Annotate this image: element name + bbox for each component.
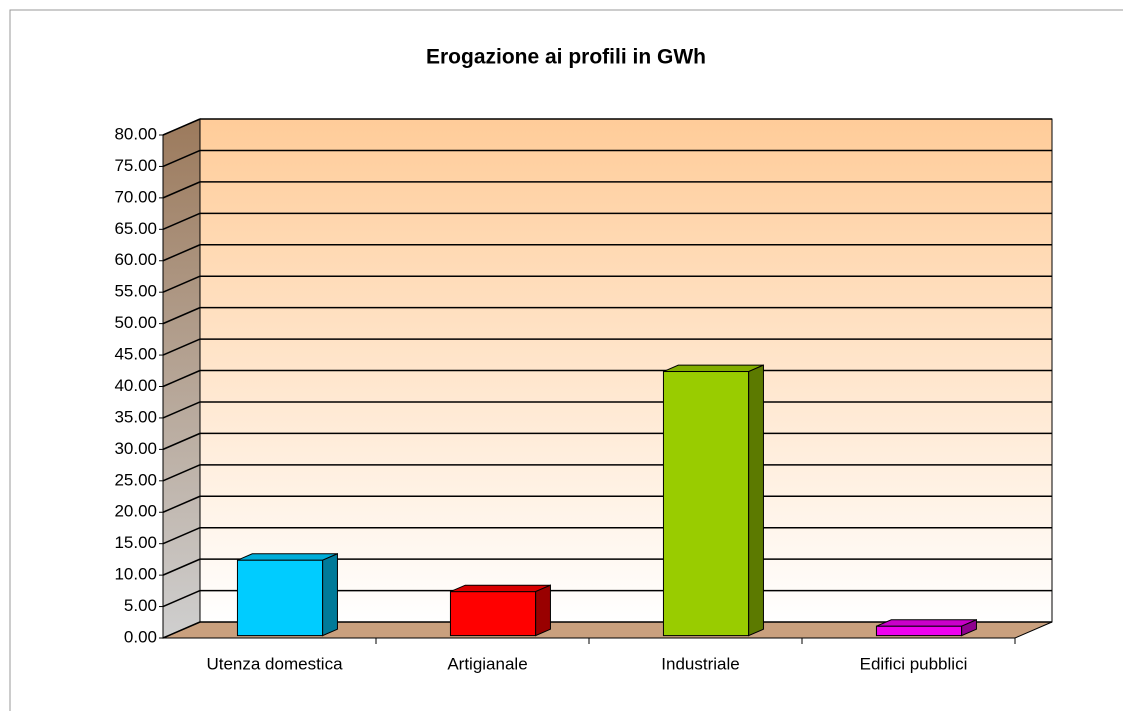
- y-tick-label: 50.00: [114, 313, 157, 332]
- side-grid-line: [162, 181, 201, 199]
- side-grid-line: [162, 118, 201, 136]
- y-tick-label: 80.00: [114, 124, 157, 143]
- side-grid-line: [162, 495, 201, 513]
- frame: [9, 9, 1123, 711]
- side-grid-line: [162, 306, 201, 325]
- y-tick-label: 55.00: [114, 282, 157, 301]
- y-tick-label: 70.00: [114, 187, 157, 206]
- side-grid-line: [162, 244, 201, 262]
- y-tick-label: 20.00: [114, 502, 157, 521]
- x-tick-label: Utenza domestica: [206, 654, 343, 673]
- bar-side: [535, 584, 551, 637]
- y-tick-label: 30.00: [114, 439, 157, 458]
- bar-front: [236, 559, 324, 637]
- bar-front: [449, 591, 537, 637]
- y-tick-label: 0.00: [124, 627, 157, 646]
- side-grid-line: [162, 212, 201, 231]
- x-tick-label: Industriale: [661, 654, 739, 673]
- side-grid-line: [162, 369, 201, 388]
- side-grid-line: [162, 526, 201, 545]
- side-grid-line: [162, 149, 201, 168]
- bar-top: [237, 553, 338, 561]
- side-grid-line: [162, 558, 201, 576]
- bar-top: [450, 584, 551, 593]
- y-tick-label: 75.00: [114, 156, 157, 175]
- y-tick-label: 60.00: [114, 250, 157, 269]
- x-tick-label: Artigianale: [447, 654, 527, 673]
- y-tick-label: 15.00: [114, 533, 157, 552]
- side-grid-line: [162, 589, 201, 608]
- side-grid-line: [162, 621, 201, 639]
- y-tick-label: 40.00: [114, 376, 157, 395]
- bar-top: [663, 364, 764, 373]
- bar-side: [961, 619, 977, 637]
- side-grid-line: [162, 401, 201, 419]
- side-grid-line: [162, 338, 201, 356]
- bar-side: [322, 552, 338, 637]
- y-tick-label: 10.00: [114, 565, 157, 584]
- side-grid-line: [162, 464, 201, 482]
- y-tick-label: 35.00: [114, 407, 157, 426]
- bar-top: [876, 619, 977, 627]
- chart-title: Erogazione ai profili in GWh: [426, 46, 706, 69]
- y-tick-label: 45.00: [114, 345, 157, 364]
- side-grid-line: [162, 432, 201, 451]
- bar-side: [748, 364, 764, 637]
- bar-front: [662, 371, 750, 637]
- x-tick-label: Edifici pubblici: [860, 654, 968, 673]
- y-tick-label: 65.00: [114, 219, 157, 238]
- bar-front: [875, 625, 963, 637]
- y-tick-label: 5.00: [124, 596, 157, 615]
- y-tick-label: 25.00: [114, 470, 157, 489]
- side-grid-line: [162, 275, 201, 293]
